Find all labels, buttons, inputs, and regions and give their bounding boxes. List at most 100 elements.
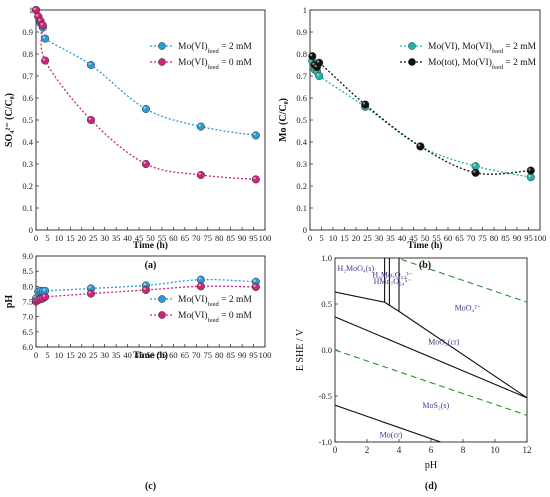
x-tick-label: 12 [523, 445, 532, 455]
phase-boundary [335, 291, 527, 399]
x-tick-label: 0 [308, 233, 312, 243]
y-tick-label: 0.3 [296, 159, 307, 169]
x-tick-label: 40 [398, 233, 407, 243]
x-axis-label: Time (h) [408, 240, 443, 251]
phase-boundary [335, 404, 441, 442]
y-tick-label: 0.2 [22, 181, 33, 191]
legend-label: Mo(tot), Mo(VI)feed = 2 mM [428, 57, 537, 71]
x-tick-label: 70 [467, 233, 476, 243]
x-tick-label: 75 [204, 350, 213, 360]
data-point-highlight [473, 170, 476, 173]
y-tick-label: 0.6 [296, 93, 307, 103]
y-tick-label: 0.9 [296, 27, 307, 37]
y-tick-label: 0.4 [22, 137, 33, 147]
data-point-highlight [88, 62, 91, 65]
x-tick-label: 30 [375, 233, 384, 243]
data-point [308, 52, 317, 61]
y-tick-label: 0 [303, 225, 307, 235]
y-tick-label: 0.2 [296, 181, 307, 191]
data-point-highlight [40, 23, 43, 26]
x-tick-label: 80 [490, 233, 499, 243]
y-tick-label: 0.9 [22, 27, 33, 37]
x-tick-label: 85 [226, 233, 235, 243]
x-tick-label: 0 [34, 350, 38, 360]
x-tick-label: 95 [249, 233, 258, 243]
data-point-highlight [38, 18, 41, 21]
data-point-highlight [309, 53, 313, 57]
panel-label: (b) [419, 260, 431, 271]
x-tick-label: 10 [55, 233, 64, 243]
y-tick-label: 1 [303, 5, 307, 15]
x-tick-label: 25 [363, 233, 372, 243]
data-point [86, 115, 96, 125]
data-point [141, 285, 150, 295]
x-tick-label: 90 [238, 350, 247, 360]
species-label: H₃Mo₇O₂₄³⁻ [372, 270, 412, 279]
water-stability-line [335, 349, 527, 416]
y-tick-label: 0.3 [22, 159, 33, 169]
y-tick-label: 8.0 [22, 281, 33, 291]
x-tick-label: 80 [215, 233, 224, 243]
data-point-highlight [198, 283, 201, 287]
x-tick-label: 8 [461, 445, 466, 455]
x-tick-label: 20 [78, 233, 87, 243]
x-tick-label: 10 [329, 233, 338, 243]
data-point-highlight [253, 284, 256, 287]
data-point-highlight [42, 294, 46, 297]
x-tick-label: 30 [100, 350, 109, 360]
x-tick-label: 85 [501, 233, 510, 243]
x-tick-label: 100 [259, 233, 272, 243]
x-tick-label: 55 [158, 233, 167, 243]
series-fit-line [35, 9, 256, 181]
x-tick-label: 60 [169, 350, 178, 360]
species-label: MoO₄²⁻ [455, 303, 481, 312]
x-tick-label: 40 [123, 233, 132, 243]
data-point-highlight [42, 58, 46, 61]
data-point-highlight [253, 133, 256, 136]
data-point-highlight [88, 286, 91, 289]
y-tick-label: 0.6 [22, 93, 33, 103]
data-point [416, 142, 425, 151]
y-tick-label: 9.0 [22, 251, 33, 261]
x-tick-label: 55 [158, 350, 167, 360]
data-point [361, 100, 370, 109]
data-point [251, 282, 260, 291]
panel-label: (a) [145, 260, 157, 271]
data-point [196, 282, 205, 291]
x-tick-label: 35 [112, 350, 121, 360]
panel-label: (d) [425, 481, 437, 492]
legend-marker [158, 58, 166, 66]
data-point [41, 56, 50, 65]
y-axis-label: SO₄²⁻ (C/C₀) [4, 93, 15, 147]
x-tick-label: 90 [238, 233, 247, 243]
y-tick-label: 0.8 [22, 49, 33, 59]
y-tick-label: 7.5 [22, 297, 33, 307]
x-tick-label: 65 [455, 233, 464, 243]
y-axis-label: pH [4, 295, 15, 309]
data-point-highlight [42, 36, 46, 39]
x-axis-label: Time (h) [133, 240, 168, 251]
y-tick-label: 0.8 [296, 49, 307, 59]
data-point-highlight [88, 291, 91, 294]
x-tick-label: 45 [135, 233, 144, 243]
x-tick-label: 6 [429, 445, 434, 455]
x-tick-label: 75 [478, 233, 487, 243]
x-tick-label: 25 [89, 350, 98, 360]
x-tick-label: 35 [112, 233, 121, 243]
y-tick-label: 0.4 [296, 137, 307, 147]
x-tick-label: 40 [123, 350, 132, 360]
data-point [251, 175, 260, 184]
y-tick-label: 0.1 [296, 203, 307, 213]
y-tick-label: -1.0 [319, 437, 332, 447]
x-tick-label: 25 [89, 233, 98, 243]
y-tick-label: 1 [29, 5, 33, 15]
x-tick-label: 95 [524, 233, 533, 243]
x-tick-label: 60 [169, 233, 178, 243]
y-axis-label: E SHE / V [295, 328, 306, 371]
x-tick-label: 20 [352, 233, 361, 243]
chart-panel-4: 0 2 4 6 8 10 12 -1.0 -0.5 0.0 0.5 1.0 pH E SHE / V (d)… [295, 253, 532, 492]
x-tick-label: 5 [45, 233, 49, 243]
x-tick-label: 85 [226, 350, 235, 360]
species-label: H₂MoO₄(s) [337, 264, 374, 273]
legend-label: Mo(VI)feed = 0 mM [178, 310, 252, 324]
